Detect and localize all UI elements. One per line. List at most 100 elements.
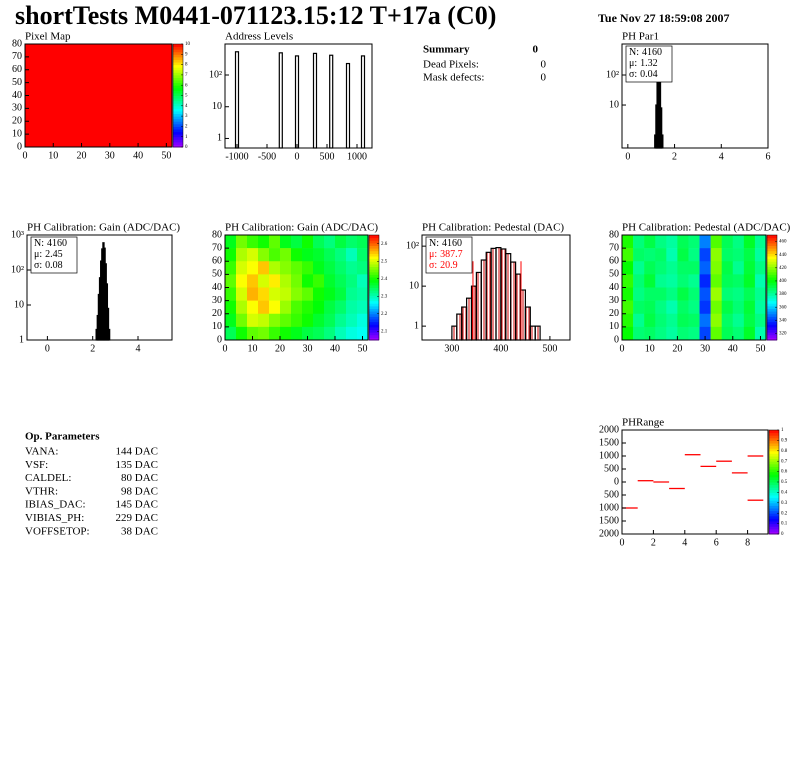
heat-cell (666, 261, 678, 275)
palette-step (767, 295, 777, 299)
op-title: Op. Parameters (25, 431, 100, 443)
heat-cell (236, 287, 248, 301)
x-tick-label: 50 (358, 343, 368, 354)
palette-step (173, 118, 183, 122)
palette-step (173, 139, 183, 143)
palette-label: 4 (185, 104, 188, 109)
palette-step (369, 253, 379, 257)
palette-step (767, 326, 777, 330)
heat-cell (633, 326, 645, 341)
heat-cell (247, 235, 259, 249)
palette-step (767, 258, 777, 262)
y-tick-label: 30 (12, 103, 22, 114)
palette-step (769, 456, 779, 460)
heat-cell (622, 248, 634, 262)
heat-cell (247, 248, 259, 262)
palette-label: 10 (185, 42, 191, 47)
stats-value: 2.45 (45, 249, 63, 260)
x-tick-label: -1000 (225, 151, 248, 162)
y-tick-label: 0 (17, 141, 22, 152)
heat-cell (644, 326, 656, 341)
heat-cell (269, 274, 281, 288)
palette-step (769, 437, 779, 441)
palette-label: 2.5 (381, 259, 388, 264)
heat-cell (236, 235, 248, 249)
palette-label: 0.2 (781, 511, 788, 516)
palette-step (767, 266, 777, 270)
palette-step (173, 134, 183, 138)
palette-step (769, 432, 779, 436)
palette-step (173, 51, 183, 55)
y-tick-label: 10 (14, 299, 24, 310)
y-tick-label: 30 (212, 295, 222, 306)
heat-cell (633, 287, 645, 301)
palette-step (369, 326, 379, 330)
palette-step (173, 54, 183, 58)
heat-cell (324, 313, 336, 328)
palette-step (369, 258, 379, 262)
palette-step (767, 319, 777, 323)
palette-step (769, 515, 779, 519)
heat-cell (666, 248, 678, 262)
stats-line: μ: 387.7 (429, 249, 463, 260)
palette-step (369, 329, 379, 333)
op-value: 229 DAC (116, 512, 158, 524)
palette-step (767, 324, 777, 328)
x-tick-label: -500 (258, 151, 276, 162)
heat-cell (732, 313, 745, 328)
palette-step (369, 250, 379, 254)
heat-cell (743, 300, 756, 315)
palette-step (769, 450, 779, 454)
heat-cell (721, 313, 734, 328)
stats-label: N: (629, 47, 639, 58)
summary-label: Dead Pixels: (423, 59, 479, 71)
palette-step (173, 82, 183, 86)
heat-cell (357, 261, 369, 275)
palette-step (767, 235, 777, 239)
y-tick-label: 10³ (11, 229, 24, 240)
palette-step (369, 298, 379, 302)
heat-cell (699, 274, 711, 288)
palette-step (769, 448, 779, 452)
palette-step (767, 284, 777, 288)
y-tick-label: 50 (609, 269, 619, 280)
heat-cell (302, 248, 314, 262)
heat-cell (699, 248, 711, 262)
heat-cell (732, 235, 745, 249)
plot-frame (421, 234, 571, 341)
heat-cell (313, 313, 325, 328)
heat-cell (655, 326, 667, 341)
palette-step (769, 489, 779, 493)
palette-step (369, 305, 379, 309)
heat-cell (269, 235, 281, 249)
heat-cell (633, 261, 645, 275)
heat-cell (269, 261, 281, 275)
x-tick-label: 6 (766, 151, 771, 162)
heat-cell (688, 326, 700, 341)
palette-step (173, 116, 183, 120)
stats-line: σ: 0.04 (629, 69, 658, 80)
heat-cell (291, 248, 303, 262)
palette-step (769, 476, 779, 480)
heat-cell (677, 326, 689, 341)
palette-step (767, 329, 777, 333)
palette-step (173, 56, 183, 60)
heat-cell (754, 326, 767, 341)
palette-label: 0.4 (781, 491, 788, 496)
palette-step (369, 269, 379, 273)
x-tick-label: 500 (320, 151, 335, 162)
y-tick-label: 10 (409, 280, 419, 291)
stats-line: N: 4160 (34, 238, 67, 249)
x-tick-label: 0 (223, 343, 228, 354)
hist-bin (500, 248, 507, 341)
heat-cell (721, 300, 734, 315)
heat-cell (655, 261, 667, 275)
x-tick-label: 40 (330, 343, 340, 354)
x-tick-label: 0 (295, 151, 300, 162)
op-name: VTHR: (25, 485, 58, 497)
x-tick-label: 30 (303, 343, 313, 354)
palette-step (769, 518, 779, 522)
heat-cell (280, 313, 292, 328)
op-value: 145 DAC (116, 499, 158, 511)
